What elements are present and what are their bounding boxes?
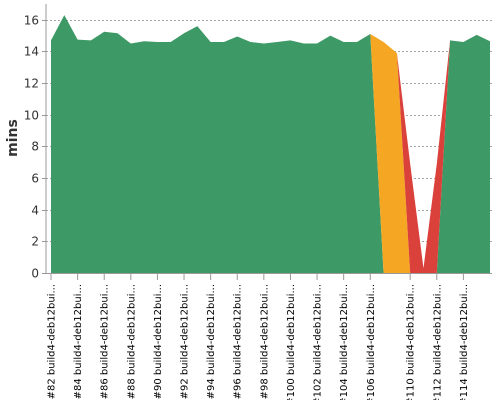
x-tick-label: #92 build4-deb12bui...	[180, 284, 191, 399]
x-tick-label: #94 build4-deb12bui...	[206, 284, 217, 399]
x-tick-label: #98 build4-deb12bui...	[259, 284, 270, 399]
series-area-unstable	[51, 15, 490, 274]
y-tick-label: 4	[31, 204, 39, 218]
y-tick-labels: 0 2 4 6 8 10 12 14 16	[24, 14, 39, 281]
x-tick-label: #110 build4-deb12bui...	[406, 284, 417, 400]
x-tick-label: #114 build4-deb12bui...	[459, 284, 470, 400]
x-tick-label: #82 build4-deb12bui...	[47, 284, 58, 399]
gridlines	[42, 20, 492, 274]
y-tick-label: 16	[24, 14, 39, 28]
y-tick-label: 10	[24, 109, 39, 123]
duration-areas	[51, 15, 490, 274]
x-tick-label: #88 build4-deb12bui...	[126, 284, 137, 399]
x-tick-label: #96 build4-deb12bui...	[233, 284, 244, 399]
axes	[45, 4, 492, 274]
x-tick-label: #104 build4-deb12bui...	[339, 284, 350, 400]
series-area-success	[51, 15, 490, 274]
x-tick-label: #112 build4-deb12bui...	[432, 284, 443, 400]
y-tick-label: 12	[24, 77, 39, 91]
x-tick-label: #86 build4-deb12bui...	[100, 284, 111, 399]
y-tick-label: 8	[31, 140, 39, 154]
x-tick-label: #106 build4-deb12bui...	[366, 284, 377, 400]
x-tick-label: #100 build4-deb12bui...	[286, 284, 297, 400]
x-tick-label: #90 build4-deb12bui...	[153, 284, 164, 399]
y-tick-label: 0	[31, 267, 39, 281]
x-tick-label: #102 build4-deb12bui...	[313, 284, 324, 400]
y-tick-label: 14	[24, 45, 39, 59]
y-tick-label: 6	[31, 172, 39, 186]
x-tick-label: #84 build4-deb12bui...	[73, 284, 84, 399]
y-tick-label: 2	[31, 235, 39, 249]
y-axis-title: mins	[5, 119, 21, 157]
x-tick-labels: #82 build4-deb12bui... #84 build4-deb12bu…	[47, 274, 470, 400]
